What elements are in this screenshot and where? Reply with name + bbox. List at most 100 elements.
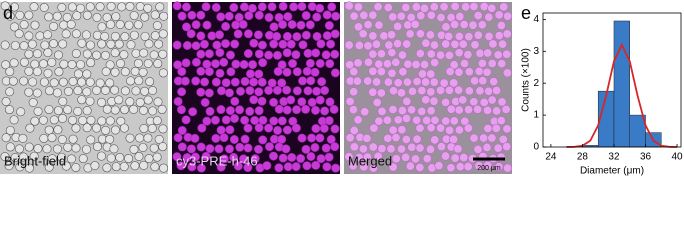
cell — [73, 106, 83, 116]
cell — [219, 57, 229, 67]
cell — [8, 76, 18, 86]
cell — [211, 77, 221, 87]
cell — [426, 10, 436, 20]
cell — [49, 115, 59, 125]
cell — [436, 142, 446, 152]
cell — [461, 2, 471, 12]
cell — [269, 97, 279, 107]
cell — [172, 1, 182, 11]
cell — [139, 105, 149, 115]
cell — [312, 86, 322, 96]
cell — [301, 11, 311, 21]
cell — [5, 11, 15, 21]
cell — [129, 30, 139, 40]
cell — [382, 115, 392, 125]
cell — [61, 161, 71, 171]
cell — [292, 86, 302, 96]
cell — [258, 115, 268, 125]
cell — [407, 105, 417, 115]
cell — [277, 60, 287, 70]
cell — [43, 30, 53, 40]
cell — [119, 162, 129, 172]
cell — [331, 163, 341, 173]
cell — [450, 153, 460, 163]
cell — [446, 163, 456, 173]
cell — [383, 133, 393, 143]
cell — [411, 154, 421, 164]
cell — [291, 162, 301, 172]
cell — [82, 69, 92, 79]
cell — [368, 49, 378, 59]
cell — [47, 57, 57, 67]
cell — [421, 77, 431, 87]
cell — [296, 154, 306, 164]
cell — [190, 133, 200, 143]
cell — [387, 30, 397, 40]
cell — [200, 77, 210, 87]
cell — [9, 115, 19, 125]
x-tick-label: 40 — [671, 152, 683, 163]
cell — [315, 133, 325, 143]
cell — [30, 20, 40, 30]
cell — [72, 11, 82, 21]
cell — [236, 86, 246, 96]
cell — [254, 87, 264, 97]
scale-bar-label: 200 μm — [477, 165, 501, 172]
cell — [173, 60, 183, 70]
cell — [464, 67, 474, 77]
cell — [393, 39, 403, 49]
cell — [231, 59, 241, 69]
cell — [441, 116, 451, 126]
cell — [40, 40, 50, 50]
cell — [374, 59, 384, 69]
cell — [92, 142, 102, 152]
cell — [71, 163, 81, 173]
cell — [63, 142, 73, 152]
cell — [286, 95, 296, 105]
cell — [311, 160, 321, 170]
cell — [363, 57, 373, 67]
cell — [344, 40, 354, 50]
cell — [311, 48, 321, 58]
cell — [326, 39, 336, 49]
cell — [273, 125, 283, 135]
cell — [493, 143, 503, 153]
cell — [459, 19, 469, 29]
cell — [502, 142, 512, 152]
cell — [324, 152, 334, 162]
cell — [92, 12, 102, 22]
cell — [317, 77, 327, 87]
cell — [372, 97, 382, 107]
cell — [143, 3, 153, 13]
cell — [403, 59, 413, 69]
cell — [322, 10, 332, 20]
cell — [454, 67, 464, 77]
cell — [152, 116, 162, 126]
cell — [57, 3, 67, 13]
cell — [32, 49, 42, 59]
cell — [68, 115, 78, 125]
cell — [493, 50, 503, 60]
cell — [143, 133, 153, 143]
cell — [114, 39, 124, 49]
cell — [484, 86, 494, 96]
cell — [297, 133, 307, 143]
cell — [329, 104, 339, 114]
cell — [133, 20, 143, 30]
cell — [139, 48, 149, 58]
cell — [47, 133, 57, 143]
cell — [172, 152, 182, 162]
cell — [358, 144, 368, 154]
cell — [117, 2, 127, 12]
cell — [97, 39, 107, 49]
cell — [181, 2, 191, 12]
cell — [393, 21, 403, 31]
cell — [224, 88, 234, 98]
cell — [320, 106, 330, 116]
cell — [90, 161, 100, 171]
cell — [491, 123, 501, 133]
cell — [405, 29, 415, 39]
cell — [345, 133, 355, 143]
cell — [291, 50, 301, 60]
cell — [345, 60, 355, 70]
